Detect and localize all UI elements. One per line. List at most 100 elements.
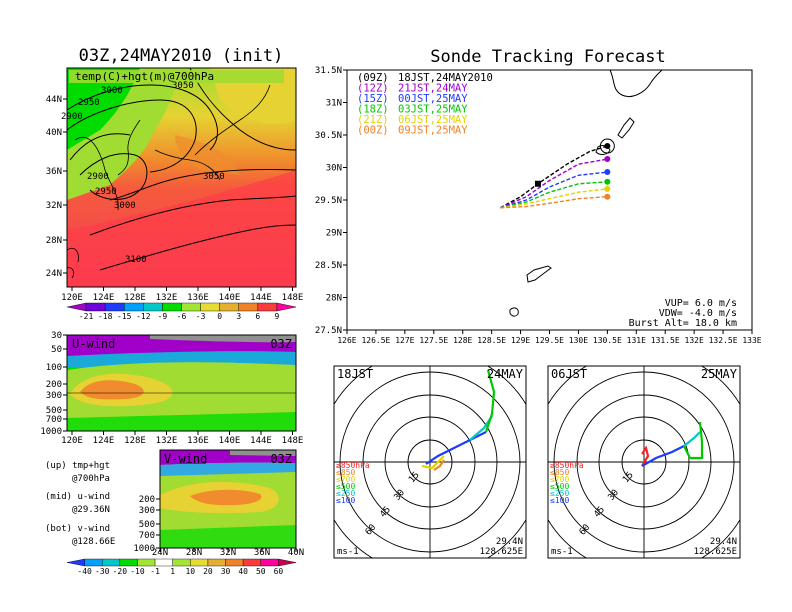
colorbar-swatch <box>143 302 163 312</box>
colorbar-label: -40 <box>77 567 92 576</box>
note-mid-sub: @29.36N <box>72 505 110 515</box>
colorbar-swatch <box>137 558 156 567</box>
level-legend: ≤250 <box>550 489 569 498</box>
lat-tick-label: 30N <box>326 164 342 174</box>
pressure-tick-label: 1000 <box>133 544 155 554</box>
level-legend: ≤100 <box>550 496 569 505</box>
legend-code: (00Z) <box>357 125 389 137</box>
lon-tick-label: 132E <box>685 336 704 345</box>
track-line <box>500 181 608 209</box>
level-legend: ≥850hPa <box>336 461 370 470</box>
colorbar-label: 1 <box>170 567 175 576</box>
contour-label: 2950 <box>78 98 100 108</box>
colorbar-swatch <box>84 558 103 567</box>
hodograph-trace <box>683 431 701 447</box>
map-field-label: temp(C)+hgt(m)@700hPa <box>75 70 214 83</box>
launch-marker <box>534 180 541 187</box>
note-up-sub: @700hPa <box>72 474 110 484</box>
tracking-title: Sonde Tracking Forecast <box>430 47 665 67</box>
hodograph-date: 25MAY <box>701 367 738 381</box>
lon-tick-label: 127.5E <box>419 336 448 345</box>
hodograph-trace <box>484 369 496 433</box>
colorbar-swatch <box>124 302 144 312</box>
tracking-frame <box>346 69 753 331</box>
lon-tick-label: 124E <box>93 436 115 446</box>
track-line <box>500 171 608 209</box>
lon-tick-label: 140E <box>219 293 241 303</box>
level-legend: ≤250 <box>336 489 355 498</box>
colorbar-swatch <box>181 302 201 312</box>
lon-tick-label: 136E <box>187 293 209 303</box>
note-bot-sub: @128.66E <box>72 537 115 547</box>
legend-code: (12Z) <box>357 83 389 95</box>
lon-tick-label: 132E <box>156 293 178 303</box>
colorbar-swatch <box>238 302 259 312</box>
lat-tick-label: 24N <box>46 269 62 279</box>
contour-label: 3100 <box>125 255 147 265</box>
level-legend: ≥850hPa <box>550 461 584 470</box>
contour-label: 3050 <box>203 172 225 182</box>
track-line <box>500 196 608 209</box>
lat-tick-label: 32N <box>220 548 236 558</box>
colorbar-label: 40 <box>238 567 248 576</box>
tracking-params: VUP= 6.0 m/s VDW= -4.0 m/s Burst Alt= 18… <box>629 298 737 329</box>
contour-labels: 3000 3050 2950 2900 2900 2950 3000 3050 … <box>61 81 225 265</box>
map-lat-ticks: 44N 40N 36N 32N 28N 24N <box>46 95 67 279</box>
colorbar-label: 30 <box>221 567 231 576</box>
colorbar-swatch <box>154 558 173 567</box>
lat-tick-label: 28.5N <box>315 261 342 271</box>
colorbar-label: -30 <box>95 567 110 576</box>
colorbar-swatch <box>66 302 87 312</box>
level-legend: ≤700 <box>336 475 355 484</box>
contour-label: 2950 <box>95 187 117 197</box>
uwind-time: 03Z <box>270 337 292 351</box>
legend-label: 03JST,25MAY <box>398 104 468 116</box>
lon-tick-label: 128.5E <box>477 336 506 345</box>
colorbar-label: -6 <box>177 312 187 321</box>
track-line <box>499 145 608 209</box>
colorbar-swatch <box>66 558 85 567</box>
lon-tick-label: 120E <box>61 293 83 303</box>
lat-tick-label: 27.5N <box>315 326 342 336</box>
hodograph-trace <box>433 459 445 471</box>
hodograph-date: 24MAY <box>487 367 524 381</box>
param-vdw: VDW= -4.0 m/s <box>659 308 737 319</box>
hodograph-time: 18JST <box>337 367 373 381</box>
lat-tick-label: 31.5N <box>315 66 342 76</box>
colorbar-swatch <box>162 302 182 312</box>
lat-tick-label: 30.5N <box>315 131 342 141</box>
contour-label: 2900 <box>61 112 83 122</box>
lat-tick-label: 40N <box>288 548 304 558</box>
colorbar-swatch <box>219 302 239 312</box>
tracking-panel: Sonde Tracking Forecast 31.5N 31N 30.5N 30N… <box>315 47 762 345</box>
colorbar-swatch <box>257 302 278 312</box>
colorbar-label: 6 <box>255 312 260 321</box>
track-line <box>500 188 608 209</box>
tracking-coastlines <box>509 70 663 317</box>
lon-tick-label: 136E <box>187 436 209 446</box>
contour-label: 3000 <box>114 201 136 211</box>
lon-tick-label: 144E <box>250 436 272 446</box>
colorbar-swatch <box>104 302 125 312</box>
colorbar-swatch <box>102 558 121 567</box>
lon-tick-label: 132.5E <box>709 336 738 345</box>
lon-tick-label: 129.5E <box>535 336 564 345</box>
lon-tick-label: 127E <box>395 336 414 345</box>
lon-tick-label: 144E <box>250 293 272 303</box>
level-legend: ≤700 <box>550 475 569 484</box>
param-burst: Burst Alt= 18.0 km <box>629 318 737 329</box>
track-end-point <box>604 178 611 185</box>
colorbar-swatch <box>225 558 244 567</box>
lon-tick-label: 128E <box>124 293 146 303</box>
hodograph-time: 06JST <box>551 367 587 381</box>
lon-tick-label: 131.5E <box>651 336 680 345</box>
hodograph-trace <box>425 431 487 465</box>
track-end-point <box>604 156 611 163</box>
colorbar-label: 60 <box>274 567 284 576</box>
colorbar-swatch <box>207 558 226 567</box>
colorbar-label: -15 <box>117 312 132 321</box>
